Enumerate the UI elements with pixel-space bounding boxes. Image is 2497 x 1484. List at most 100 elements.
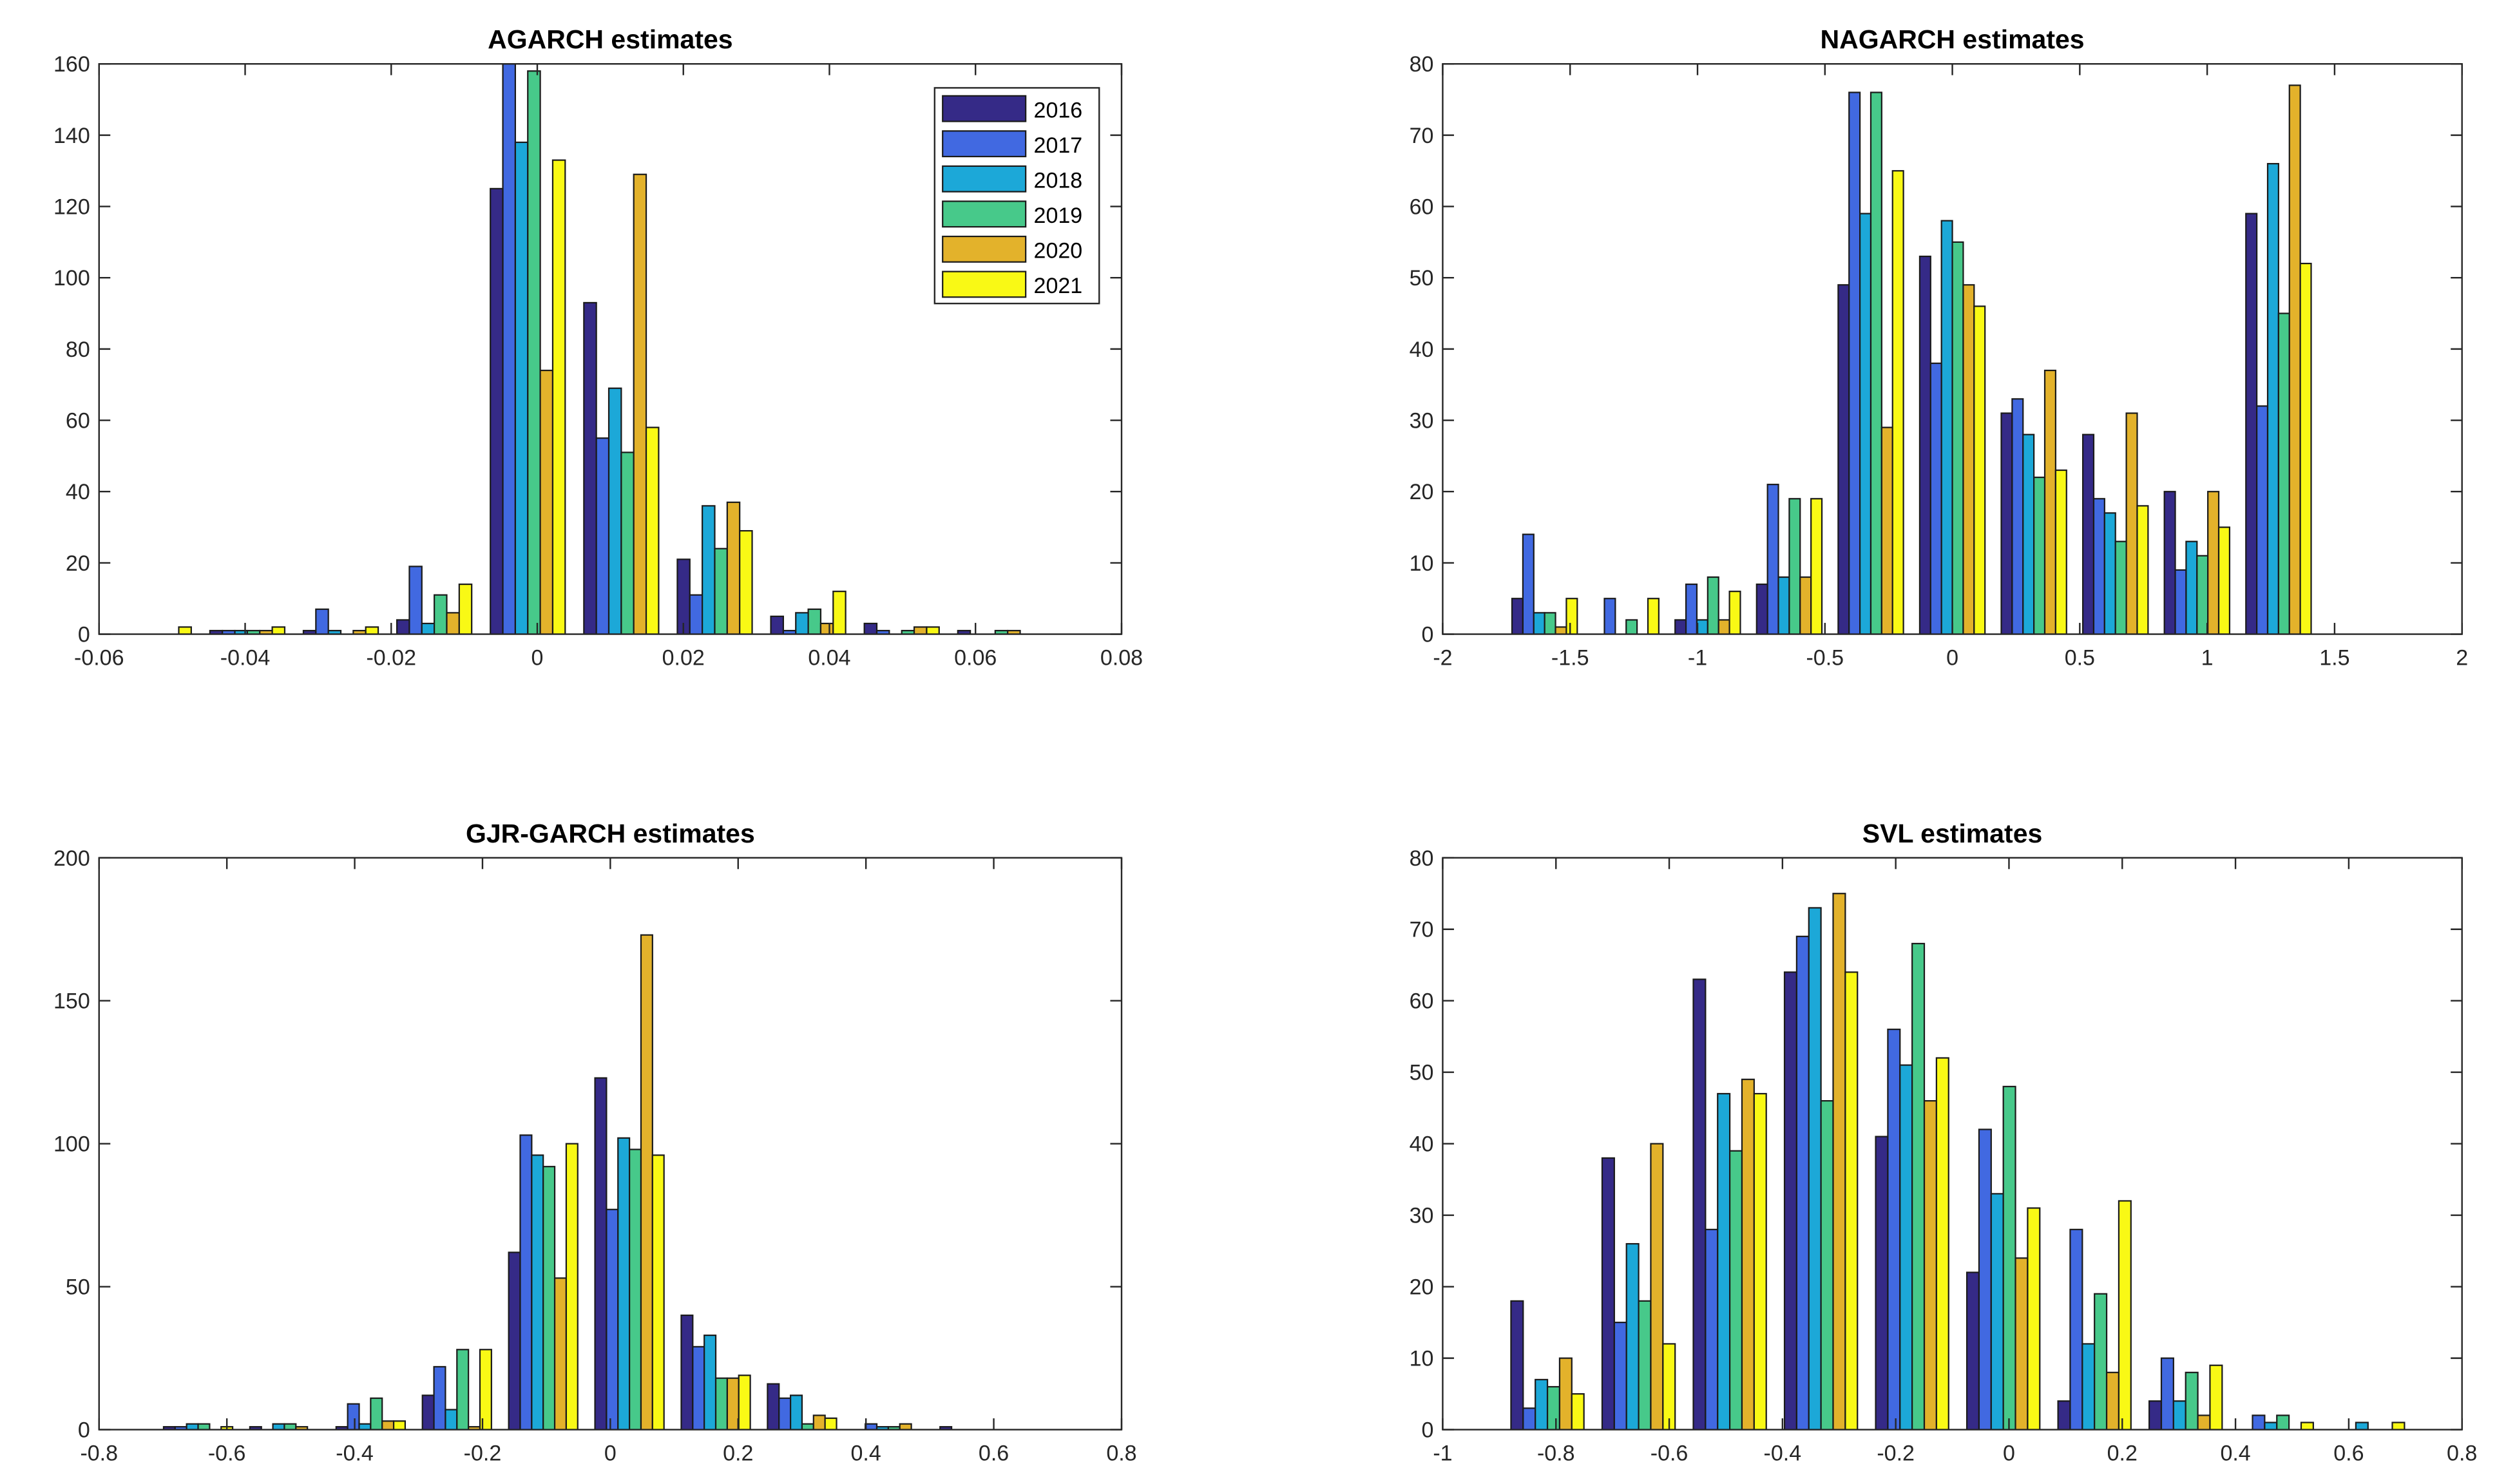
chart-0-bar-2021-4 [551, 159, 566, 634]
chart-2-xtick-label: 0.2 [723, 1441, 753, 1466]
chart-1-bar-2016-5 [1918, 255, 1931, 634]
chart-0-bar-2021-0 [178, 626, 192, 634]
chart-1-bar-2018-0 [1533, 612, 1545, 634]
chart-3-bar-2021-5 [2027, 1207, 2041, 1430]
chart-1-bar-2021-2 [1728, 591, 1741, 634]
chart-1-bar-2020-9 [2288, 84, 2301, 634]
chart-2-bar-2019-0 [197, 1423, 211, 1430]
chart-3-bar-2020-3 [1832, 893, 1846, 1430]
chart-1-bar-2017-9 [2256, 405, 2269, 634]
chart-0-xtick-label: 0 [531, 646, 544, 671]
chart-0-bar-2021-8 [926, 626, 940, 634]
chart-1-bar-2019-7 [2114, 540, 2127, 634]
chart-0-bar-2018-5 [608, 387, 622, 634]
chart-0-bar-2017-6 [689, 594, 703, 634]
chart-1-bar-2017-5 [1929, 362, 1942, 634]
chart-1-ytick-label: 30 [1410, 409, 1434, 433]
chart-1-ytick-label: 40 [1410, 338, 1434, 362]
chart-2-bar-2018-2 [358, 1423, 372, 1430]
chart-1-xtick-label: -1 [1688, 646, 1707, 671]
chart-1-bar-2018-6 [2022, 433, 2035, 634]
chart-1-bar-2017-7 [2092, 498, 2105, 634]
chart-2-xtick-label: 0.4 [851, 1441, 881, 1466]
chart-0-ytick-label: 120 [53, 195, 90, 220]
chart-3-bar-2016-1 [1601, 1157, 1615, 1430]
chart-0-bar-2018-6 [702, 505, 716, 634]
chart-3-bar-2018-0 [1535, 1378, 1549, 1430]
chart-2-bar-2017-4 [519, 1134, 533, 1430]
chart-0-bar-2020-7 [819, 622, 834, 634]
chart-1-bar-2021-5 [1973, 305, 1986, 634]
chart-3-xtick-label: 0 [2003, 1441, 2015, 1466]
chart-1-bar-2017-2 [1685, 583, 1698, 634]
chart-2-bar-2018-4 [531, 1154, 544, 1430]
chart-2-bar-2021-5 [651, 1154, 665, 1430]
chart-1-bar-2019-3 [1788, 498, 1801, 634]
legend-label-2016: 2016 [1034, 98, 1083, 122]
chart-2-bar-2018-1 [272, 1423, 285, 1430]
chart-0-xtick-label: -0.04 [220, 646, 271, 671]
chart-2-bar-2018-6 [703, 1335, 717, 1430]
chart-3-bar-2018-6 [2081, 1343, 2096, 1430]
chart-3-bar-2018-8 [2264, 1422, 2278, 1430]
svl-histogram: -1 -0.8 -0.6 -0.4 -0.2 0 0.2 0.4 0.6 0.8 0 10 20 30 40… [1410, 819, 2478, 1466]
chart-3-bar-2021-4 [1935, 1057, 1949, 1430]
legend-box [933, 87, 1100, 305]
chart-0-bar-2019-7 [807, 608, 822, 634]
chart-0-xtick-label: -0.06 [74, 646, 124, 671]
chart-1-bar-2018-5 [1940, 220, 1953, 634]
chart-3-ytick-label: 0 [1422, 1418, 1434, 1443]
chart-1-bar-2020-6 [2043, 369, 2057, 634]
chart-1-bar-2019-6 [2033, 476, 2046, 634]
chart-1-bar-2016-2 [1674, 619, 1687, 634]
chart-2-bar-2019-4 [542, 1166, 556, 1430]
chart-0-bars [178, 64, 1021, 634]
chart-3-bar-2019-3 [1820, 1099, 1834, 1430]
chart-1-bar-2017-4 [1848, 91, 1861, 634]
chart-0-bar-2020-5 [633, 173, 647, 634]
chart-1-bar-2021-9 [2299, 262, 2312, 634]
chart-0-ytick-label: 0 [78, 623, 90, 647]
agarch-histogram: -0.06 -0.04 -0.02 0 0.02 0.04 0.06 0.08 0 20 40 60 8… [53, 24, 1143, 670]
chart-1-bar-2018-2 [1696, 619, 1708, 634]
chart-3-bar-2021-0 [1571, 1393, 1585, 1430]
chart-1-title: NAGARCH estimates [1821, 24, 2085, 54]
chart-2-title: GJR-GARCH estimates [466, 819, 755, 848]
chart-1-bar-2021-6 [2054, 469, 2067, 634]
chart-2-bar-2018-5 [617, 1137, 631, 1430]
chart-1-bar-2018-3 [1777, 576, 1790, 634]
chart-3-bar-2021-6 [2118, 1200, 2132, 1430]
chart-2-bar-2021-6 [738, 1375, 751, 1430]
chart-3-bar-2020-1 [1650, 1143, 1664, 1430]
chart-0-bar-2018-7 [795, 612, 809, 634]
chart-1-xtick-label: -2 [1433, 646, 1452, 671]
chart-2-bar-2020-7 [812, 1414, 826, 1430]
chart-0-bar-2016-7 [770, 615, 785, 634]
chart-1-xtick-label: -0.5 [1806, 646, 1844, 671]
chart-1-xtick-label: 2 [2456, 646, 2468, 671]
chart-1-bar-2020-4 [1880, 426, 1893, 634]
chart-0-bar-2018-4 [514, 141, 529, 634]
chart-1-bar-2016-3 [1756, 583, 1768, 634]
chart-0-bar-2020-4 [539, 369, 554, 634]
chart-1-bar-2021-4 [1891, 170, 1904, 634]
chart-1-bar-2017-6 [2011, 398, 2024, 634]
chart-1-bar-2016-6 [2000, 412, 2013, 634]
chart-3-bar-2018-9 [2355, 1422, 2369, 1430]
gjr-garch-histogram: -0.8 -0.6 -0.4 -0.2 0 0.2 0.4 0.6 0.8 0 50 100 150 20… [53, 819, 1137, 1466]
chart-1-xtick-label: -1.5 [1551, 646, 1589, 671]
chart-0-bar-2017-2 [315, 608, 329, 634]
chart-1-bar-2016-9 [2245, 213, 2258, 634]
chart-2-bar-2017-7 [778, 1397, 792, 1430]
chart-3-xtick-label: 0.2 [2107, 1441, 2138, 1466]
chart-2-xtick-label: 0.8 [1106, 1441, 1136, 1466]
chart-0-xtick-label: 0.08 [1100, 646, 1143, 671]
chart-0-bar-2017-4 [502, 64, 516, 634]
chart-1-bar-2020-8 [2207, 491, 2220, 634]
chart-2-bar-2017-5 [606, 1208, 619, 1430]
chart-2-ytick-label: 100 [53, 1132, 90, 1157]
chart-2-bar-2020-8 [899, 1423, 912, 1430]
chart-1-bar-2021-0 [1565, 598, 1578, 634]
chart-3-plot-area [1442, 857, 2462, 1430]
